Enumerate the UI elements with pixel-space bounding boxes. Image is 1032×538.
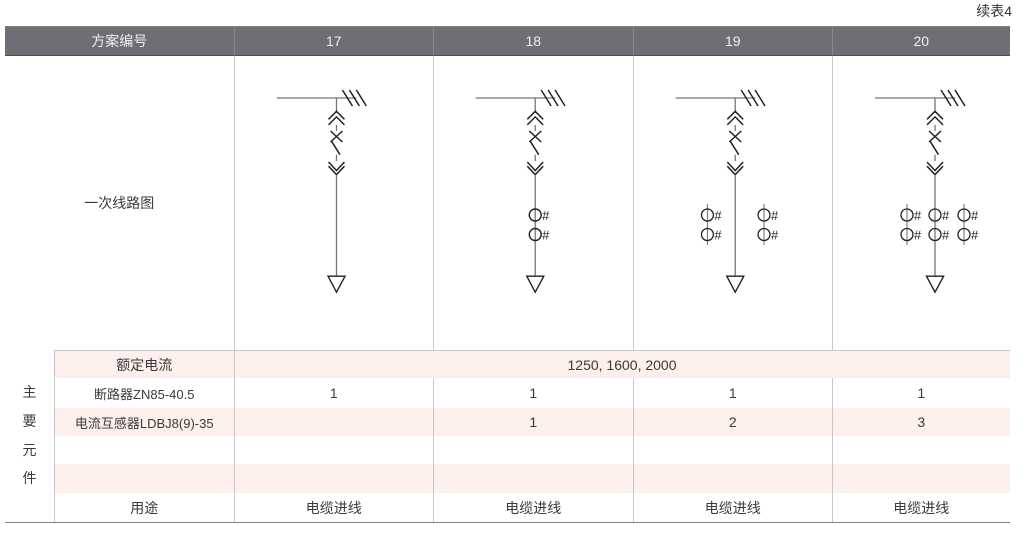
svg-text:#: # xyxy=(714,227,722,242)
svg-text:#: # xyxy=(770,207,778,222)
svg-text:#: # xyxy=(971,227,979,242)
svg-text:#: # xyxy=(542,227,550,242)
svg-text:#: # xyxy=(914,227,922,242)
svg-text:#: # xyxy=(942,227,950,242)
svg-text:#: # xyxy=(714,207,722,222)
svg-text:#: # xyxy=(770,227,778,242)
svg-text:#: # xyxy=(971,208,979,223)
svg-text:#: # xyxy=(542,207,550,222)
svg-text:#: # xyxy=(914,208,922,223)
svg-text:#: # xyxy=(942,208,950,223)
